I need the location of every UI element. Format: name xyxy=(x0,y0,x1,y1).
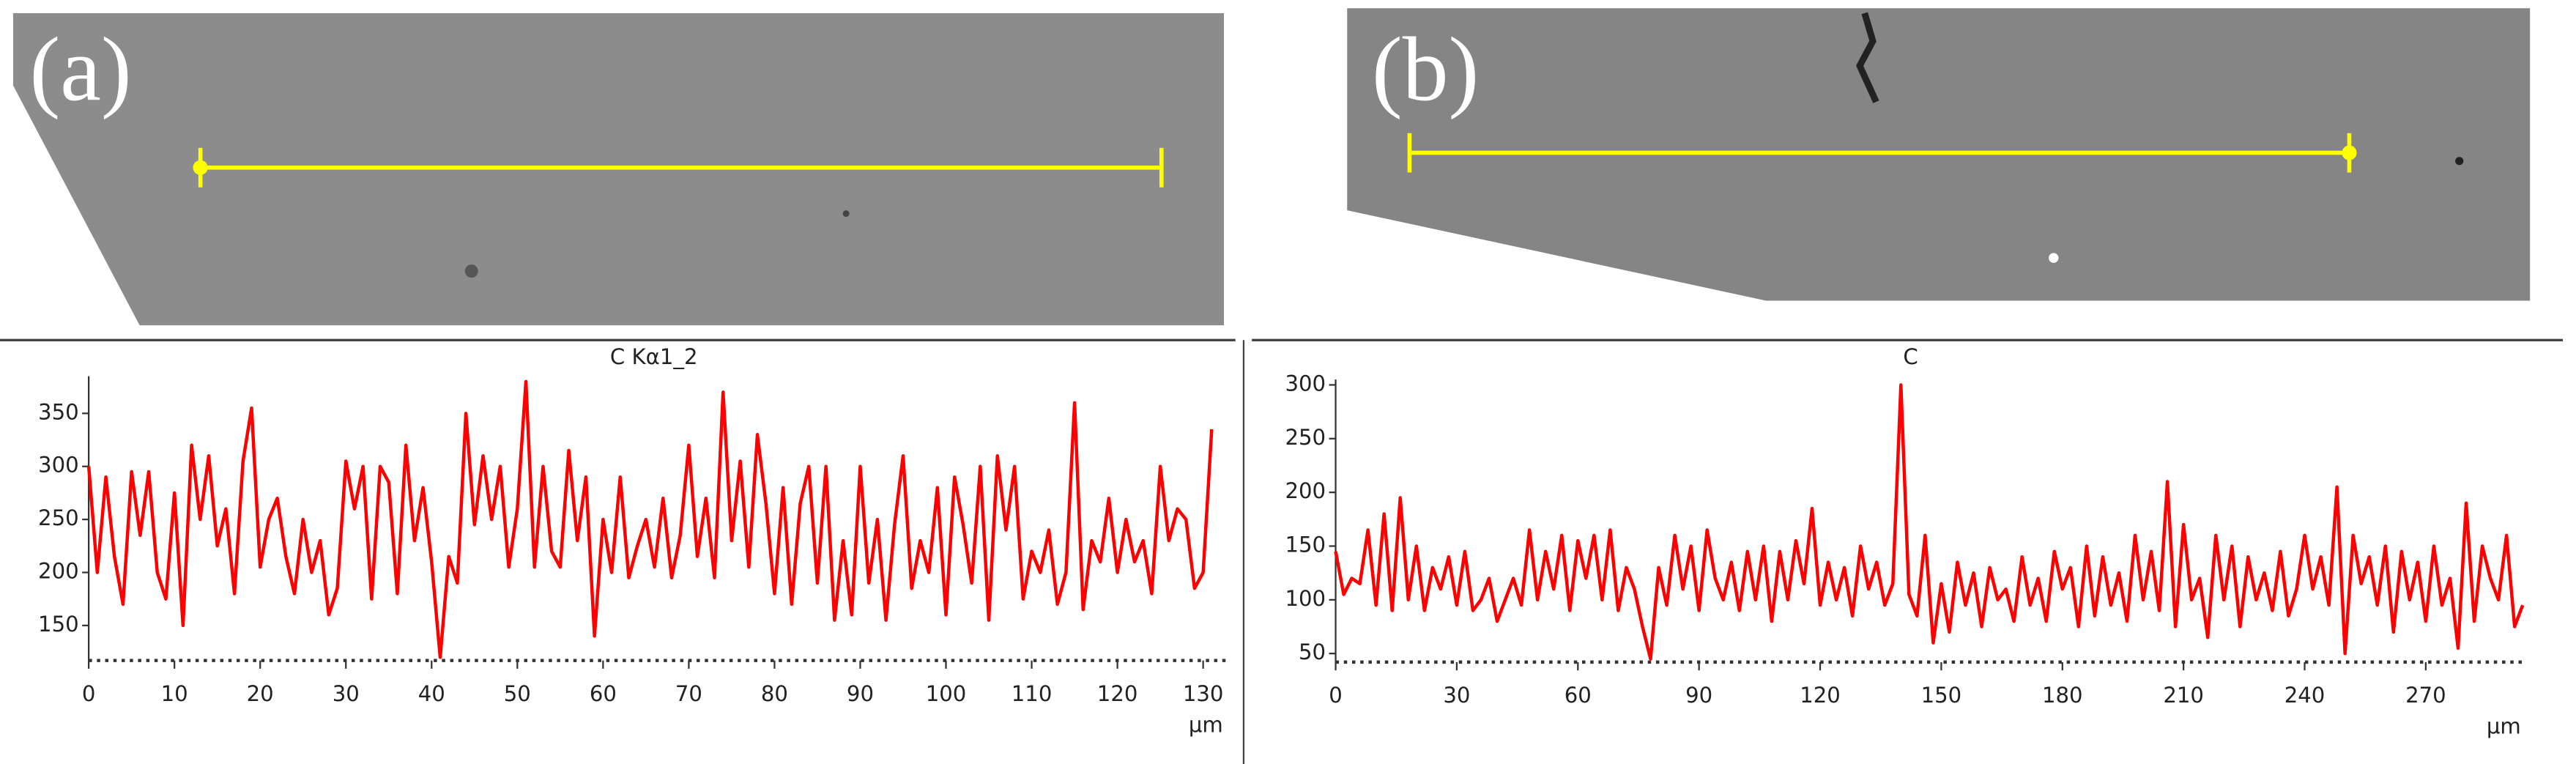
data-line xyxy=(1334,383,2525,661)
x-tick-label: 240 xyxy=(2284,683,2326,708)
x-tick-label: 270 xyxy=(2405,683,2446,708)
x-tick-label: 150 xyxy=(1921,683,1962,708)
y-tick-label: 50 xyxy=(1299,639,1326,664)
scan-start xyxy=(2342,145,2357,160)
x-tick-label: 110 xyxy=(1012,681,1053,706)
x-tick-label: 100 xyxy=(926,681,967,706)
x-tick-label: 0 xyxy=(1329,683,1343,708)
y-tick-label: 150 xyxy=(1285,533,1326,557)
y-tick-label: 100 xyxy=(1285,586,1326,611)
scan-start xyxy=(193,160,208,175)
x-tick-label: 130 xyxy=(1183,681,1224,706)
y-tick-label: 300 xyxy=(1285,371,1326,396)
panel-label: (a) xyxy=(29,18,131,120)
data-line xyxy=(86,379,1214,659)
x-tick-label: 60 xyxy=(1564,683,1592,708)
y-tick-label: 250 xyxy=(38,505,79,530)
sem-particle xyxy=(2049,253,2059,263)
x-tick-label: 90 xyxy=(847,681,874,706)
y-tick-label: 300 xyxy=(38,453,79,478)
sem-particle xyxy=(842,210,850,218)
x-tick-label: 120 xyxy=(1800,683,1841,708)
y-tick-label: 250 xyxy=(1285,425,1326,450)
y-tick-label: 350 xyxy=(38,399,79,424)
sem-particle xyxy=(2455,157,2464,166)
x-tick-label: 30 xyxy=(333,681,360,706)
x-tick-label: 0 xyxy=(82,681,96,706)
x-tick-label: 210 xyxy=(2163,683,2204,708)
x-tick-label: 80 xyxy=(761,681,788,706)
chart-title: C xyxy=(1903,344,1918,369)
x-tick-label: 10 xyxy=(161,681,188,706)
x-tick-label: 120 xyxy=(1097,681,1138,706)
x-tick-label: 50 xyxy=(504,681,531,706)
sem-particle xyxy=(464,264,478,278)
y-tick-label: 200 xyxy=(38,559,79,584)
x-tick-label: 60 xyxy=(590,681,617,706)
panel-label: (b) xyxy=(1372,18,1479,120)
y-tick-label: 150 xyxy=(38,612,79,637)
chart-title: C Kα1_2 xyxy=(610,344,698,369)
y-tick-label: 200 xyxy=(1285,478,1326,503)
x-tick-label: 90 xyxy=(1685,683,1712,708)
x-axis-label: µm xyxy=(2487,714,2521,739)
x-tick-label: 20 xyxy=(247,681,274,706)
x-axis-label: µm xyxy=(1189,712,1223,737)
x-tick-label: 40 xyxy=(418,681,445,706)
x-tick-label: 30 xyxy=(1443,683,1470,708)
x-tick-label: 70 xyxy=(675,681,702,706)
sem-crack xyxy=(1856,12,1879,103)
x-tick-label: 180 xyxy=(2042,683,2083,708)
